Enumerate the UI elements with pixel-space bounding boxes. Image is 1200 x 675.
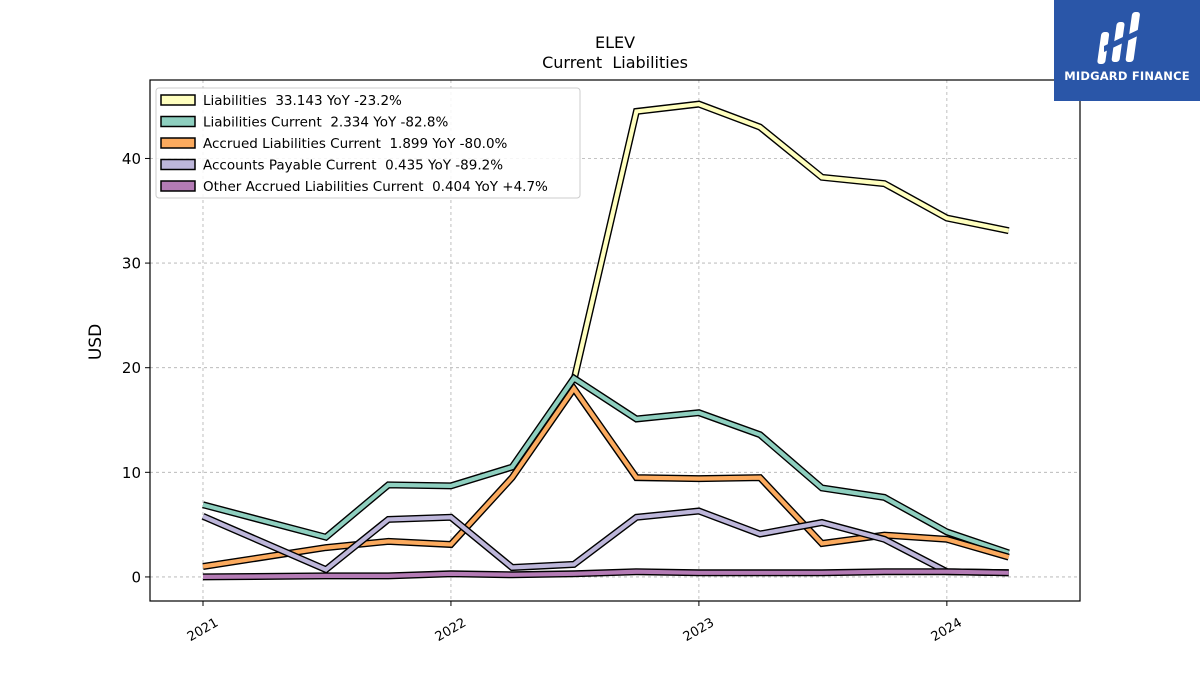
series-line [202,373,1010,557]
y-tick-label: 40 [122,150,141,168]
y-tick-label: 20 [122,359,141,377]
series-line [570,100,1010,382]
series-line [202,568,1009,581]
legend-swatch [160,115,196,128]
y-axis-label: USD [86,324,106,360]
legend-swatch [160,180,196,192]
legend-entry: Liabilities 33.143 YoY -23.2% [203,93,402,109]
series-line [202,382,1010,570]
midgard-finance-logo-icon [1097,12,1146,64]
legend: Liabilities 33.143 YoY -23.2% Liabilities… [155,87,581,199]
legend-swatch [160,94,196,106]
chart-title: ELEV [595,33,635,52]
chart-subtitle: Current Liabilities [542,53,688,72]
legend-entry: Accrued Liabilities Current 1.899 YoY -8… [203,136,508,152]
midgard-finance-logo: MIDGARD FINANCE [1054,0,1200,101]
y-tick-label: 0 [131,568,141,586]
logo-text: MIDGARD FINANCE [1064,69,1190,83]
plot-frame [149,79,1081,602]
legend-entry: Liabilities Current 2.334 YoY -82.8% [203,115,448,131]
legend-entry: Accounts Payable Current 0.435 YoY -89.2… [203,158,503,174]
legend-swatch [160,137,196,149]
legend-entry: Other Accrued Liabilities Current 0.404 … [203,179,548,195]
x-tick-label: 2023 [681,615,717,645]
series-lines [201,100,1010,581]
x-tick-label: 2021 [185,615,221,645]
y-tick-label: 30 [122,255,141,273]
x-tick-label: 2022 [433,615,469,645]
x-tick-label: 2024 [929,615,965,645]
legend-swatch [160,158,196,171]
legend-box [155,87,581,199]
y-tick-label: 10 [122,464,141,482]
series-line [201,507,1009,577]
